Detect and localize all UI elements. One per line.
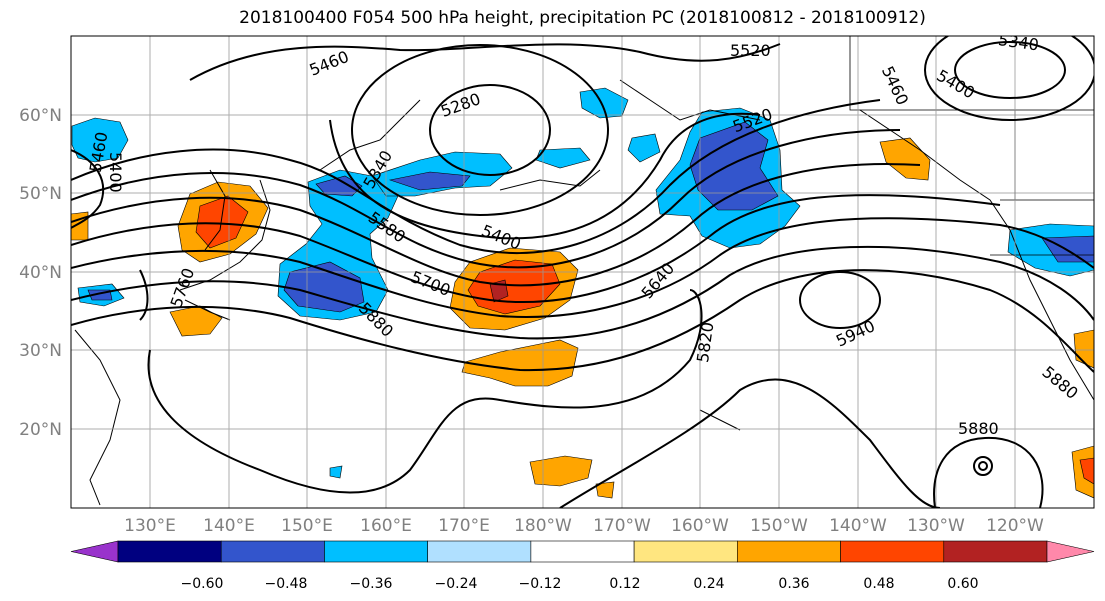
lon-label: 160°W [671, 516, 729, 536]
contour-line [933, 436, 1044, 508]
colorbar-tick-label: 0.24 [693, 576, 724, 592]
colorbar-cell [324, 540, 428, 563]
lat-label: 50°N [19, 184, 62, 204]
colorbar-tick-label: 0.12 [609, 576, 640, 592]
contour-line [71, 129, 901, 269]
colorbar-cell [1046, 540, 1095, 563]
contour-line [189, 43, 781, 81]
lon-label: 160°E [360, 516, 412, 536]
colorbar-cell [117, 540, 222, 563]
shade-region [595, 481, 615, 499]
contour-line [559, 378, 941, 508]
border-line [849, 36, 1094, 111]
contour-line [71, 99, 881, 255]
lon-label: 170°E [438, 516, 490, 536]
contour-line [351, 44, 609, 216]
height-contours [71, 36, 1094, 508]
colorbar-tick-label: −0.24 [435, 576, 478, 592]
lat-label: 30°N [19, 341, 62, 361]
coastline [699, 409, 741, 431]
gridlines [71, 36, 1094, 508]
lon-label: 120°W [986, 516, 1044, 536]
contour-line [973, 456, 993, 476]
contour-line [139, 269, 149, 321]
contour-line [71, 163, 921, 287]
shade-region [388, 171, 471, 191]
map-area: 5460 5520 5340 5400 5280 5340 5460 5400 … [71, 30, 1094, 508]
coastline [204, 169, 226, 251]
lon-label: 130°E [124, 516, 176, 536]
lon-label: 140°E [203, 516, 255, 536]
colorbar-tick-label: −0.60 [181, 576, 224, 592]
colorbar-cell [427, 540, 532, 563]
shade-region [1079, 457, 1094, 485]
colorbar-tick-label: 0.36 [778, 576, 809, 592]
colorbar-cell [530, 540, 635, 563]
map-frame [70, 35, 1095, 509]
shade-region [627, 133, 661, 163]
contour-line [71, 217, 1094, 318]
colorbar-cells [70, 540, 1095, 563]
contour-label: 5880 [958, 419, 999, 438]
map-title: 2018100400 F054 500 hPa height, precipit… [239, 8, 926, 28]
shade-region [461, 339, 579, 387]
colorbar-cell [840, 540, 945, 563]
lat-label: 40°N [19, 263, 62, 283]
lon-label: 170°W [593, 516, 651, 536]
coastline [74, 329, 121, 506]
colorbar-cell [633, 540, 738, 563]
colorbar-cell [220, 540, 325, 563]
shade-region [329, 465, 343, 479]
colorbar-cell [943, 540, 1048, 563]
shade-region [283, 261, 365, 313]
longitude-labels: 130°E 140°E 150°E 160°E 170°E 180°W 170°… [124, 516, 1044, 536]
lat-label: 60°N [19, 106, 62, 126]
contour-label: 5400 [106, 152, 125, 193]
lon-label: 150°E [281, 516, 333, 536]
colorbar-tick-label: −0.36 [350, 576, 393, 592]
contour-line [71, 149, 105, 229]
colorbar-tick-label: −0.12 [519, 576, 562, 592]
contour-line [71, 194, 1001, 304]
colorbar: −0.60 −0.48 −0.36 −0.24 −0.12 0.12 0.24 … [70, 540, 1095, 592]
shade-region [529, 455, 593, 487]
contour-line [954, 41, 1066, 99]
colorbar-tick-label: 0.60 [947, 576, 978, 592]
contour-line [71, 245, 1094, 340]
coastline [859, 109, 1094, 401]
latitude-labels: 60°N 50°N 40°N 30°N 20°N [19, 106, 62, 440]
lat-label: 20°N [19, 420, 62, 440]
lon-label: 180°W [514, 516, 572, 536]
lon-label: 140°W [829, 516, 887, 536]
shade-region [71, 117, 129, 163]
coastline [184, 299, 231, 321]
contour-label: 5340 [997, 30, 1040, 54]
contour-line [429, 84, 551, 176]
colorbar-tick-labels: −0.60 −0.48 −0.36 −0.24 −0.12 0.12 0.24 … [181, 576, 979, 592]
contour-line [147, 289, 703, 494]
colorbar-cell [737, 540, 841, 563]
contour-line [978, 461, 988, 471]
lon-label: 150°W [750, 516, 808, 536]
contour-line [799, 271, 881, 329]
colorbar-tick-label: −0.48 [265, 576, 308, 592]
contour-label: 5520 [730, 41, 771, 60]
contour-line [924, 36, 1094, 121]
lon-label: 130°W [907, 516, 965, 536]
shade-region [195, 195, 249, 249]
colorbar-cell [70, 540, 119, 563]
contour-line [71, 269, 1094, 373]
colorbar-tick-label: 0.48 [863, 576, 894, 592]
negative-anomaly-shading [71, 87, 1094, 479]
coastline [499, 169, 601, 191]
coastline [619, 79, 761, 121]
